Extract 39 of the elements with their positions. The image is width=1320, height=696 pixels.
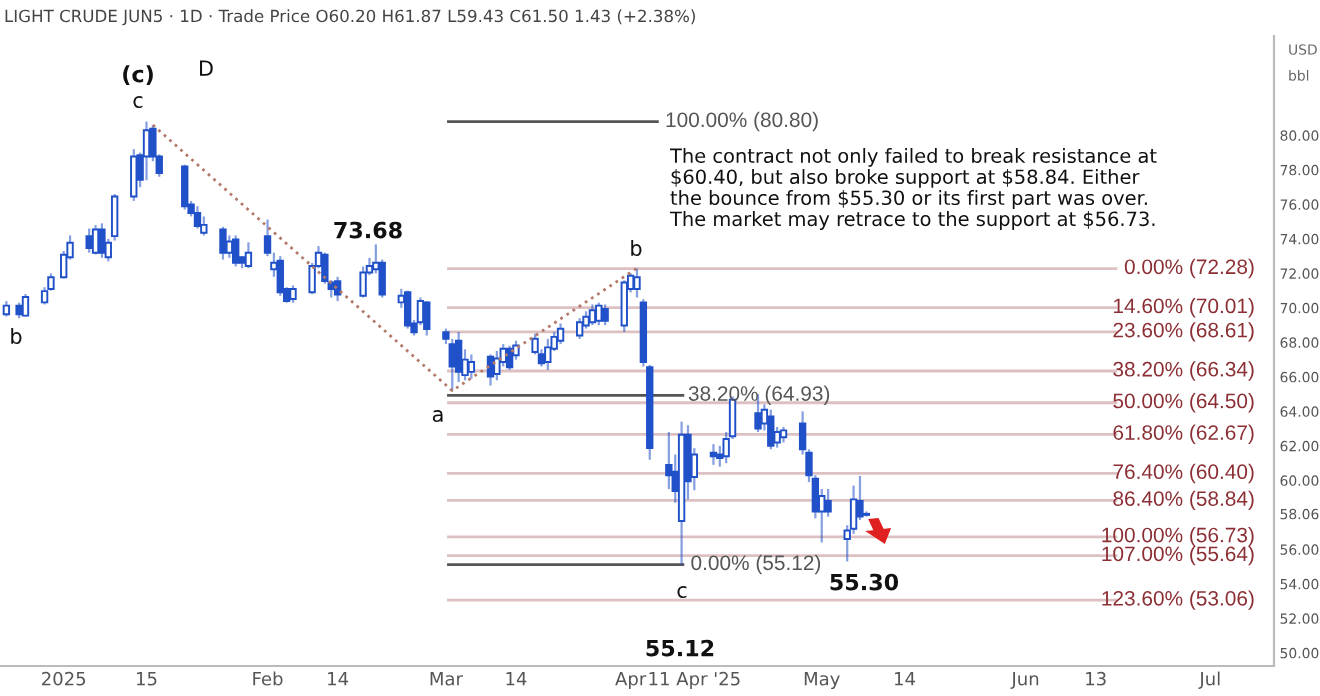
x-tick-label: Jun — [1010, 672, 1039, 689]
annotation: c — [677, 586, 687, 599]
x-tick-label: 14 — [895, 672, 916, 686]
annotation: (c) — [123, 65, 153, 86]
ref-line-label: 61.80% (62.67) — [1113, 424, 1254, 445]
ref-line-label: 23.60% (68.61) — [1113, 322, 1254, 342]
annotation: b — [11, 327, 22, 345]
x-tick-label: Apr — [615, 672, 647, 690]
annotation: 55.30 — [830, 573, 899, 591]
annotation: 55.12 — [646, 639, 714, 657]
x-tick-label: Mar — [430, 672, 463, 686]
x-tick-label: 2025 — [42, 671, 86, 686]
ref-line-label: 38.20% (64.93) — [688, 385, 830, 406]
ref-line-label: 38.20% (66.34) — [1113, 361, 1254, 381]
annotation: c — [133, 96, 143, 109]
x-tick-label: Feb — [253, 671, 283, 686]
ref-line-label: 100.00% (56.73) — [1102, 527, 1254, 547]
ref-line-label: 0.00% (72.28) — [1124, 258, 1254, 279]
annotation: b — [631, 239, 642, 257]
annotation: D — [200, 60, 213, 76]
x-tick-label: 14 — [328, 672, 349, 686]
ref-line-label: 0.00% (55.12) — [691, 554, 821, 575]
x-tick-label: 11 Apr '25 — [649, 671, 740, 690]
ref-line-label: 50.00% (64.50) — [1113, 393, 1254, 413]
x-tick-label: May — [804, 672, 840, 690]
ref-line-label: 14.60% (70.01) — [1114, 297, 1254, 318]
annotation: a — [432, 410, 443, 423]
chart-title: LIGHT CRUDE JUN5 · 1D · Trade Price O60.20 H61.87 L59.43 C61.50 1.43 (+2.38%) — [5, 9, 695, 26]
x-tick-label: Jul — [1198, 671, 1220, 689]
ref-line-label: 100.00% (80.80) — [666, 111, 818, 132]
ref-line-label: 76.40% (60.40) — [1113, 463, 1254, 484]
annotation: The contract not only failed to break resistance at $60.40, but also broke support at $58.84. Either the bounce from $55.30 or its first part was over. The market may retrace to the support at $56.73. — [669, 148, 1157, 230]
x-tick-label: 14 — [506, 672, 527, 686]
x-tick-label: 13 — [1086, 671, 1106, 686]
ref-line-label: 123.60% (53.06) — [1102, 590, 1254, 610]
annotation: 73.68 — [334, 221, 402, 239]
ref-line-label: 107.00% (55.64) — [1102, 545, 1254, 566]
x-tick-label: 15 — [137, 672, 157, 686]
ref-line-label: 86.40% (58.84) — [1113, 490, 1254, 511]
